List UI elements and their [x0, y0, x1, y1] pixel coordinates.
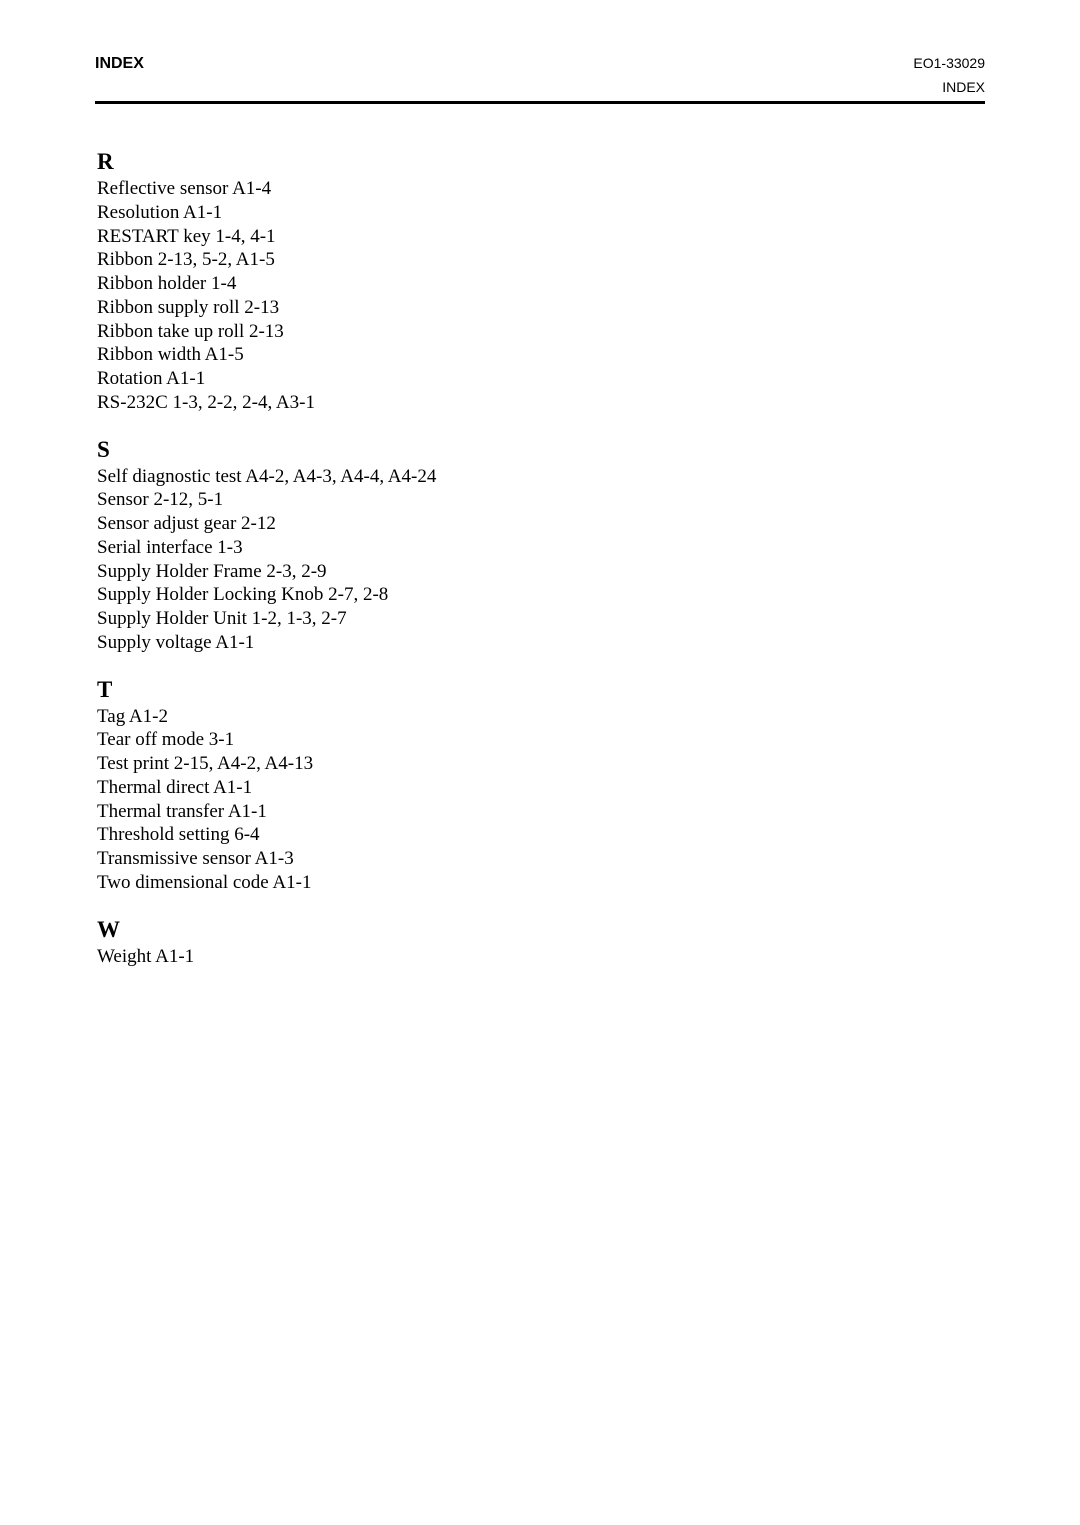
- index-entry: Ribbon width A1-5: [97, 343, 985, 367]
- index-entry: Thermal transfer A1-1: [97, 800, 985, 824]
- index-entry: Ribbon 2-13, 5-2, A1-5: [97, 248, 985, 272]
- index-entry: Serial interface 1-3: [97, 536, 985, 560]
- index-entry: Thermal direct A1-1: [97, 776, 985, 800]
- page-header: INDEX EO1-33029 INDEX: [95, 55, 985, 95]
- index-entry: Ribbon supply roll 2-13: [97, 296, 985, 320]
- index-entry: Sensor 2-12, 5-1: [97, 488, 985, 512]
- page-container: INDEX EO1-33029 INDEX R Reflective senso…: [0, 0, 1080, 1040]
- index-entry: Ribbon holder 1-4: [97, 272, 985, 296]
- header-divider: [95, 101, 985, 104]
- page-label: INDEX: [913, 79, 985, 95]
- index-entry: Supply Holder Unit 1-2, 1-3, 2-7: [97, 607, 985, 631]
- index-entry: Weight A1-1: [97, 945, 985, 969]
- index-entry: Reflective sensor A1-4: [97, 177, 985, 201]
- index-entry: Supply Holder Locking Knob 2-7, 2-8: [97, 583, 985, 607]
- index-entry: Threshold setting 6-4: [97, 823, 985, 847]
- index-entry: Supply voltage A1-1: [97, 631, 985, 655]
- index-entry: Rotation A1-1: [97, 367, 985, 391]
- index-content: R Reflective sensor A1-4 Resolution A1-1…: [95, 149, 985, 968]
- index-entry: RS-232C 1-3, 2-2, 2-4, A3-1: [97, 391, 985, 415]
- section-s: S Self diagnostic test A4-2, A4-3, A4-4,…: [97, 437, 985, 655]
- index-entry: Test print 2-15, A4-2, A4-13: [97, 752, 985, 776]
- section-w: W Weight A1-1: [97, 917, 985, 969]
- section-t: T Tag A1-2 Tear off mode 3-1 Test print …: [97, 677, 985, 895]
- index-entry: Tag A1-2: [97, 705, 985, 729]
- letter-heading-w: W: [97, 917, 985, 943]
- letter-heading-r: R: [97, 149, 985, 175]
- index-entry: Two dimensional code A1-1: [97, 871, 985, 895]
- header-title: INDEX: [95, 55, 144, 73]
- index-entry: Tear off mode 3-1: [97, 728, 985, 752]
- section-r: R Reflective sensor A1-4 Resolution A1-1…: [97, 149, 985, 415]
- letter-heading-t: T: [97, 677, 985, 703]
- doc-number: EO1-33029: [913, 55, 985, 71]
- index-entry: RESTART key 1-4, 4-1: [97, 225, 985, 249]
- index-entry: Sensor adjust gear 2-12: [97, 512, 985, 536]
- index-entry: Transmissive sensor A1-3: [97, 847, 985, 871]
- index-entry: Ribbon take up roll 2-13: [97, 320, 985, 344]
- header-right-block: EO1-33029 INDEX: [913, 55, 985, 95]
- index-entry: Self diagnostic test A4-2, A4-3, A4-4, A…: [97, 465, 985, 489]
- index-entry: Supply Holder Frame 2-3, 2-9: [97, 560, 985, 584]
- letter-heading-s: S: [97, 437, 985, 463]
- index-entry: Resolution A1-1: [97, 201, 985, 225]
